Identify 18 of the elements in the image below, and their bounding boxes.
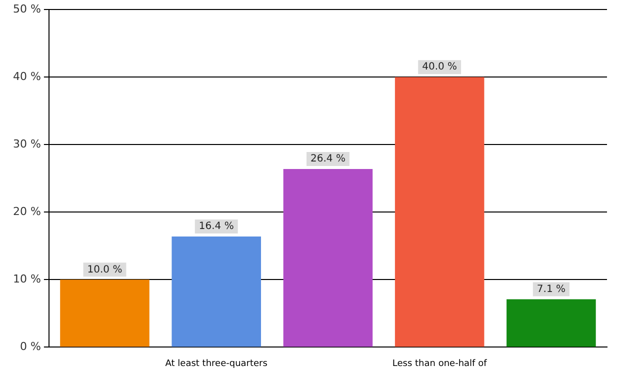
y-tick-label: 50 % [12,2,41,16]
bar [283,168,373,347]
y-tick-label: 30 % [12,138,41,150]
y-tick-label: 40 % [12,70,41,83]
bar [60,280,150,347]
y-tick-label: 20 % [12,205,41,218]
y-tick-label: 0 % [20,340,41,354]
x-tick-label: At least three-quarters [165,358,268,369]
data-label: 40.0 % [422,62,458,73]
bar [506,299,596,347]
data-label: 10.0 % [87,264,122,276]
x-tick-label: Less than one-half of [392,358,488,369]
data-label: 16.4 % [198,221,234,232]
bar [394,77,484,347]
data-label: 7.1 % [536,284,566,295]
y-tick-label: 10 % [12,272,41,286]
data-label: 26.4 % [310,154,346,165]
bar [172,236,262,347]
